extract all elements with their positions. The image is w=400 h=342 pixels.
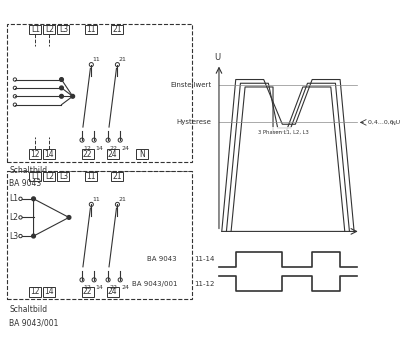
FancyBboxPatch shape (57, 172, 70, 181)
Text: Schaltbild
BA 9043: Schaltbild BA 9043 (9, 166, 48, 188)
FancyBboxPatch shape (82, 287, 94, 297)
Circle shape (89, 202, 93, 207)
Circle shape (32, 197, 36, 201)
Circle shape (60, 86, 63, 90)
Text: 14: 14 (96, 286, 103, 290)
Text: 22: 22 (110, 286, 118, 290)
Circle shape (60, 94, 63, 98)
Text: 22: 22 (83, 288, 92, 297)
Text: 14: 14 (96, 146, 103, 151)
Text: L2: L2 (45, 172, 54, 181)
Circle shape (115, 202, 120, 207)
FancyBboxPatch shape (85, 172, 97, 181)
Text: 14: 14 (44, 149, 54, 159)
Text: 22: 22 (83, 149, 92, 159)
FancyBboxPatch shape (111, 172, 124, 181)
Text: BA 9043: BA 9043 (148, 256, 177, 262)
Circle shape (60, 78, 63, 81)
Circle shape (13, 103, 16, 106)
FancyBboxPatch shape (29, 25, 42, 34)
FancyBboxPatch shape (85, 25, 97, 34)
FancyBboxPatch shape (29, 149, 42, 159)
Circle shape (80, 138, 84, 142)
Text: L1: L1 (31, 25, 40, 34)
Text: L2: L2 (9, 213, 18, 222)
Text: L1: L1 (31, 172, 40, 181)
Text: Einstellwert: Einstellwert (170, 82, 212, 88)
Text: 12: 12 (31, 149, 40, 159)
Circle shape (106, 138, 110, 142)
Circle shape (13, 95, 16, 98)
Text: L1: L1 (9, 194, 18, 203)
Text: L3: L3 (59, 172, 68, 181)
Text: 12: 12 (83, 146, 91, 151)
Text: 24: 24 (122, 146, 130, 151)
Text: Schaltbild
BA 9043/001: Schaltbild BA 9043/001 (9, 305, 59, 327)
Text: 21: 21 (119, 57, 127, 62)
FancyBboxPatch shape (29, 287, 42, 297)
FancyBboxPatch shape (43, 149, 56, 159)
Text: 21: 21 (113, 172, 122, 181)
FancyBboxPatch shape (82, 149, 94, 159)
Text: 3 Phasen L1, L2, L3: 3 Phasen L1, L2, L3 (258, 130, 309, 135)
Circle shape (92, 278, 96, 282)
Text: 14: 14 (44, 288, 54, 297)
Circle shape (67, 215, 71, 219)
Text: Hysterese: Hysterese (177, 119, 212, 126)
Text: N: N (391, 121, 395, 126)
Text: 11-14: 11-14 (194, 256, 214, 262)
Circle shape (106, 278, 110, 282)
Text: 22: 22 (110, 146, 118, 151)
Circle shape (19, 197, 22, 200)
Circle shape (118, 278, 122, 282)
Text: 11-12: 11-12 (194, 280, 214, 287)
FancyBboxPatch shape (111, 25, 124, 34)
Text: N: N (139, 149, 144, 159)
Circle shape (13, 78, 16, 81)
Circle shape (89, 63, 93, 67)
Circle shape (92, 138, 96, 142)
Circle shape (19, 234, 22, 238)
Text: BA 9043/001: BA 9043/001 (132, 280, 177, 287)
Circle shape (115, 63, 120, 67)
Text: L3: L3 (9, 232, 18, 240)
Text: 0,4...0,6 U: 0,4...0,6 U (368, 120, 400, 125)
Circle shape (71, 94, 74, 98)
FancyBboxPatch shape (43, 287, 56, 297)
Text: L3: L3 (59, 25, 68, 34)
Circle shape (19, 216, 22, 219)
Text: 11: 11 (86, 172, 96, 181)
Text: 21: 21 (119, 197, 127, 201)
Circle shape (32, 234, 36, 238)
FancyBboxPatch shape (136, 149, 148, 159)
Text: 11: 11 (93, 197, 100, 201)
Text: 11: 11 (86, 25, 96, 34)
Circle shape (118, 138, 122, 142)
FancyBboxPatch shape (43, 25, 56, 34)
Text: 24: 24 (122, 286, 130, 290)
Text: 21: 21 (113, 25, 122, 34)
FancyBboxPatch shape (107, 149, 119, 159)
Circle shape (80, 278, 84, 282)
FancyBboxPatch shape (107, 287, 119, 297)
Text: L2: L2 (45, 25, 54, 34)
Text: U: U (214, 53, 220, 62)
FancyBboxPatch shape (43, 172, 56, 181)
Text: 12: 12 (83, 286, 91, 290)
Text: 12: 12 (31, 288, 40, 297)
Text: 24: 24 (108, 288, 118, 297)
Circle shape (13, 86, 16, 90)
FancyBboxPatch shape (29, 172, 42, 181)
FancyBboxPatch shape (57, 25, 70, 34)
Text: 24: 24 (108, 149, 118, 159)
Text: 11: 11 (93, 57, 100, 62)
